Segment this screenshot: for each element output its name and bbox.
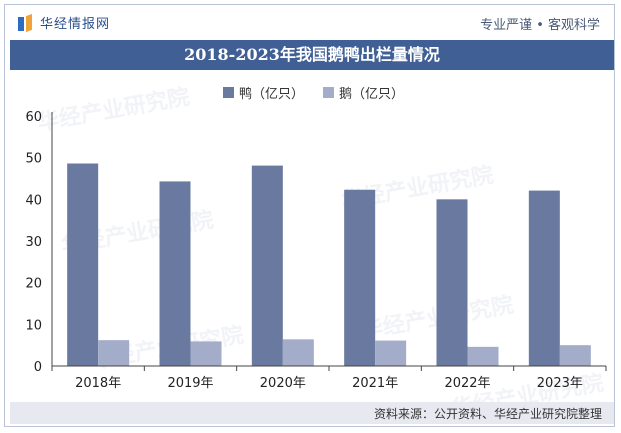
bar-goose-0 [98, 340, 130, 366]
bar-duck-0 [67, 163, 99, 366]
legend-label-1: 鹅（亿只） [339, 86, 404, 102]
bar-goose-5 [559, 345, 591, 366]
y-tick-label: 40 [25, 193, 42, 208]
x-tick-label: 2023年 [537, 376, 583, 391]
x-tick-label: 2021年 [352, 376, 398, 391]
source-text: 资料来源：公开资料、华经产业研究院整理 [373, 407, 602, 421]
bar-duck-5 [528, 190, 560, 366]
bar-goose-3 [375, 340, 407, 366]
x-tick-label: 2019年 [167, 376, 213, 391]
bar-duck-2 [251, 165, 283, 366]
chart-title: 2018-2023年我国鹅鸭出栏量情况 [10, 40, 614, 70]
logo: 华经情报网 [18, 13, 110, 32]
legend-swatch-1 [323, 87, 334, 98]
x-tick-label: 2022年 [444, 376, 490, 391]
chart-frame [4, 4, 615, 427]
source-bar: 资料来源：公开资料、华经产业研究院整理 [10, 402, 614, 424]
legend: 鸭（亿只） 鹅（亿只） [223, 86, 404, 102]
y-tick-label: 10 [25, 318, 42, 333]
x-tick-label: 2020年 [260, 376, 306, 391]
bar-goose-2 [282, 339, 314, 366]
bar-duck-1 [159, 181, 191, 366]
header-bar: 华经情报网 专业严谨 • 客观科学 [6, 8, 614, 36]
bar-goose-4 [467, 346, 499, 366]
bar-goose-1 [190, 341, 222, 366]
y-tick-label: 60 [25, 110, 42, 125]
legend-label-0: 鸭（亿只） [239, 87, 304, 102]
bars [67, 163, 591, 366]
logo-icon [18, 13, 34, 32]
y-tick-label: 20 [25, 277, 42, 292]
legend-swatch-0 [223, 87, 234, 98]
x-axis: 2018年 2019年 2020年 2021年 2022年 2023年 [51, 365, 607, 391]
tagline: 专业严谨 • 客观科学 [480, 18, 600, 33]
logo-text: 华经情报网 [40, 17, 111, 32]
y-tick-label: 0 [34, 360, 42, 375]
y-tick-label: 50 [25, 152, 42, 167]
y-tick-label: 30 [25, 235, 42, 250]
y-axis: 0 10 20 30 40 50 60 [25, 110, 53, 375]
bar-duck-3 [344, 189, 376, 366]
x-tick-label: 2018年 [75, 376, 121, 391]
bar-duck-4 [436, 199, 468, 366]
